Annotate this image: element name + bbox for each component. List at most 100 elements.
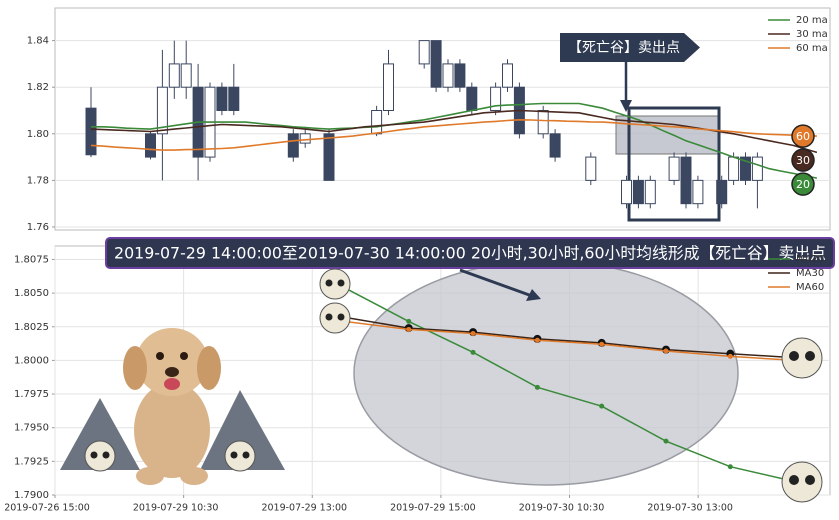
legend-label: 30 ma <box>796 29 828 40</box>
legend-label: MA30 <box>796 268 824 279</box>
label-layer: 1.76 1.78 1.80 1.82 1.84 20 ma 30 ma 60 ma 60 30 2… <box>4 15 828 514</box>
banner-text: 2019-07-29 14:00:00至2019-07-30 14:00:00 … <box>114 244 826 263</box>
callout-arrowhead <box>620 100 632 112</box>
point-marker <box>663 348 669 354</box>
candle-body <box>621 179 632 205</box>
y-tick-label: 1.8025 <box>14 322 49 333</box>
candle-body <box>85 107 97 156</box>
candle-body <box>585 156 597 181</box>
mountain <box>60 398 140 470</box>
highlight-region <box>615 115 721 155</box>
candle-body <box>728 156 740 181</box>
legend-label: 60 ma <box>796 43 828 54</box>
skulls <box>84 268 823 503</box>
point-marker <box>470 330 476 336</box>
candle-body <box>466 86 478 111</box>
ma-line <box>91 102 818 179</box>
candle-body <box>156 86 168 135</box>
candle-body <box>751 156 763 181</box>
candle-body <box>716 179 728 205</box>
x-tick-label: 2019-07-29 10:30 <box>133 503 219 514</box>
point-marker <box>406 326 412 332</box>
y-tick-label: 1.78 <box>27 175 49 186</box>
ma-line <box>344 316 795 359</box>
candle-body <box>692 179 704 205</box>
dog <box>123 328 221 485</box>
candle-body <box>168 63 180 88</box>
candle-body <box>145 133 156 158</box>
end-label-badge <box>791 172 815 196</box>
candle-body <box>228 86 240 111</box>
mark-layer <box>85 40 818 483</box>
legend-label: MA60 <box>796 282 824 293</box>
candle-body <box>668 156 680 181</box>
point-marker <box>727 353 733 359</box>
point-marker <box>534 384 540 390</box>
candle-body <box>418 40 430 65</box>
y-tick-label: 1.7925 <box>14 456 49 467</box>
end-label-badge <box>791 124 815 148</box>
candle-body <box>454 63 466 88</box>
x-tick-label: 2019-07-30 10:30 <box>519 503 605 514</box>
candle-body <box>299 133 311 144</box>
candle-body <box>323 133 335 181</box>
candle-body <box>680 156 692 205</box>
end-label-badge <box>791 148 815 172</box>
candle-body <box>502 63 513 88</box>
end-label: 20 <box>796 178 810 191</box>
y-tick-label: 1.7950 <box>14 423 49 434</box>
point-marker <box>534 337 540 343</box>
end-label: 30 <box>796 154 810 167</box>
x-tick-label: 2019-07-30 13:00 <box>647 503 733 514</box>
candle-body <box>371 109 383 135</box>
candle-body <box>537 109 549 135</box>
x-tick-label: 2019-07-29 15:00 <box>390 503 476 514</box>
candle-body <box>442 63 454 88</box>
candle-body <box>490 86 502 111</box>
legend-label: MA20 <box>796 254 824 265</box>
candle-body <box>383 63 394 111</box>
candle-body <box>430 40 442 88</box>
candle-body <box>740 156 751 181</box>
x-tick-label: 2019-07-29 13:00 <box>261 503 347 514</box>
y-tick-label: 1.7975 <box>14 389 49 400</box>
callout-text: 【死亡谷】卖出点 <box>568 40 680 56</box>
point-marker <box>727 464 733 470</box>
point-marker <box>406 318 412 324</box>
point-marker <box>663 438 669 444</box>
ma-line <box>344 320 795 362</box>
legend-label: 20 ma <box>796 15 828 26</box>
callout-box <box>560 33 700 62</box>
highlight-ellipse <box>353 260 739 486</box>
ma-line <box>344 287 795 483</box>
y-tick-label: 1.84 <box>27 36 49 47</box>
y-tick-label: 1.8050 <box>14 288 49 299</box>
banner <box>105 237 835 269</box>
candle-body <box>549 133 561 158</box>
y-tick-label: 1.76 <box>27 222 49 233</box>
mountain <box>200 390 285 470</box>
candle-body <box>644 179 656 205</box>
skull-eyes <box>90 279 815 485</box>
ma-line <box>90 118 817 151</box>
top-plot-frame <box>54 7 831 231</box>
banner-arrowhead <box>526 289 541 301</box>
point-marker <box>599 341 605 347</box>
point-marker <box>470 349 476 355</box>
y-tick-label: 1.82 <box>27 82 49 93</box>
ma-line <box>90 109 818 154</box>
candle-body <box>632 179 644 205</box>
candle-body <box>216 86 228 111</box>
end-label: 60 <box>796 130 810 143</box>
point-marker <box>599 403 605 409</box>
x-tick-label: 2019-07-26 15:00 <box>4 503 90 514</box>
candle-body <box>287 133 299 158</box>
y-tick-label: 1.8075 <box>14 254 49 265</box>
y-tick-label: 1.8000 <box>14 355 49 366</box>
y-tick-label: 1.7900 <box>14 490 49 501</box>
candle-body <box>180 63 192 88</box>
highlight-box <box>627 106 721 222</box>
banner-arrow <box>459 268 533 298</box>
